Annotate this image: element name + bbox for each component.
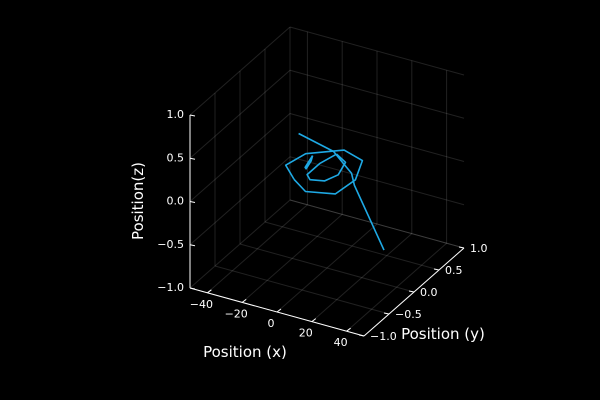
z-tick-label: 0.5 (167, 151, 185, 164)
y-tick-label: −1.0 (370, 330, 397, 343)
y-tick-mark (433, 268, 440, 271)
grid-line (189, 26, 291, 116)
x-tick-mark (276, 308, 282, 313)
y-tick-mark (358, 334, 365, 337)
grid-line (189, 69, 291, 159)
grid-line (239, 243, 415, 293)
x-tick-label: −20 (225, 307, 248, 320)
tick-layer: −40 −20 0 20 40 −1.0 −0.5 0.0 0.5 1.0 −1.0 −0.5 0.0 0… (157, 108, 487, 349)
z-tick-mark (189, 244, 196, 247)
y-tick-mark (458, 246, 465, 249)
grid-line (289, 199, 465, 249)
y-tick-mark (383, 312, 390, 315)
y-tick-label: 0.5 (445, 264, 463, 277)
grid-line (214, 265, 390, 315)
y-tick-label: −0.5 (395, 308, 422, 321)
grid-line (189, 113, 291, 202)
z-tick-label: 0.0 (167, 195, 185, 208)
grid-line (276, 223, 378, 313)
x-tick-mark (207, 289, 212, 294)
grid-line (189, 199, 291, 289)
grid-line (311, 233, 413, 322)
z-axis-title: Position(z) (129, 162, 147, 240)
x-tick-mark (346, 327, 351, 332)
z-tick-mark (189, 201, 196, 203)
grid-line (289, 199, 465, 249)
x-tick-mark (241, 298, 247, 303)
y-tick-label: 1.0 (470, 242, 488, 255)
x-tick-mark (311, 318, 317, 323)
grid-line (289, 26, 465, 76)
y-axis-title: Position (y) (401, 325, 485, 343)
z-tick-mark (189, 114, 196, 117)
grid-line (346, 242, 447, 332)
grid-line (189, 156, 291, 246)
y-tick-label: 0.0 (420, 286, 438, 299)
series-line-3 (306, 153, 347, 182)
z-tick-label: −1.0 (157, 281, 184, 294)
grid-line (264, 221, 440, 271)
x-tick-label: 40 (334, 336, 348, 349)
z-tick-label: −0.5 (157, 238, 184, 251)
x-tick-label: 0 (268, 317, 275, 330)
series-line-4 (304, 155, 314, 170)
grid-line (289, 113, 465, 162)
grid-line (207, 204, 308, 294)
z-tick-mark (189, 287, 196, 290)
grid-line (289, 69, 465, 119)
series-line-2 (284, 149, 364, 195)
x-axis-title: Position (x) (203, 343, 287, 361)
z-tick-mark (189, 157, 196, 160)
x-tick-label: −40 (190, 298, 213, 311)
z-tick-label: 1.0 (167, 108, 185, 121)
y-tick-mark (408, 290, 415, 293)
series-layer (284, 132, 385, 251)
grid-line (241, 214, 343, 303)
x-tick-label: 20 (299, 327, 313, 340)
